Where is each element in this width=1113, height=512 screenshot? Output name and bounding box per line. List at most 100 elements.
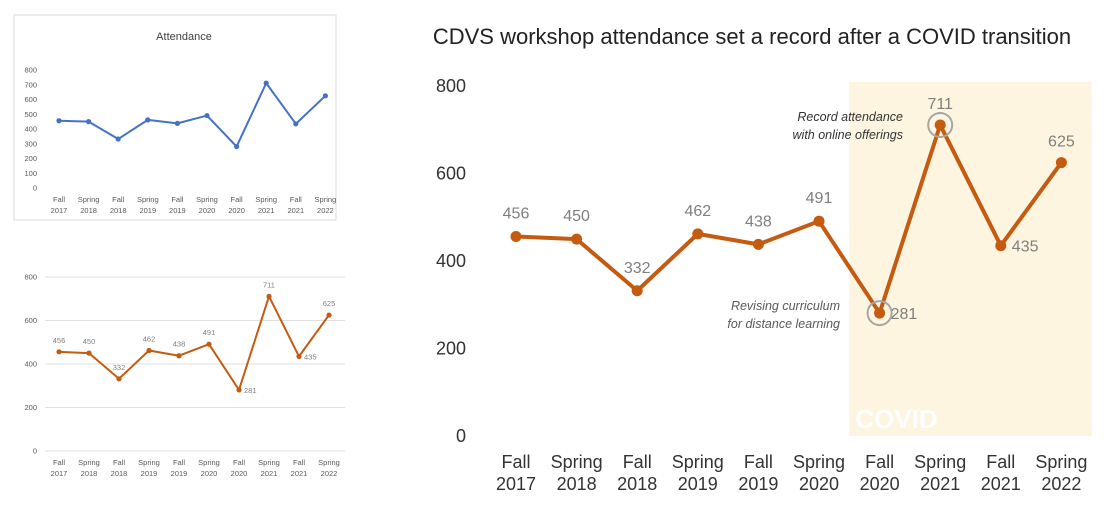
- data-point: [631, 285, 643, 297]
- data-label: 438: [745, 213, 772, 230]
- x-tick-label: Spring: [78, 195, 100, 204]
- annotation-text: Record attendance: [797, 110, 903, 124]
- x-tick-label: 2021: [258, 206, 275, 215]
- data-point: [206, 341, 212, 347]
- x-tick-label: 2021: [287, 206, 304, 215]
- x-tick-label: Spring: [551, 452, 603, 472]
- data-label: 711: [263, 280, 275, 289]
- data-label: 491: [806, 190, 833, 207]
- y-tick-label: 300: [24, 139, 37, 148]
- annotation-text: with online offerings: [793, 128, 903, 142]
- x-tick-label: 2021: [920, 474, 960, 494]
- x-tick-label: 2020: [201, 469, 218, 478]
- data-point: [266, 293, 272, 299]
- x-tick-label: 2019: [738, 474, 778, 494]
- x-tick-label: 2020: [231, 469, 248, 478]
- annotation-text: for distance learning: [727, 317, 840, 331]
- x-tick-label: Spring: [914, 452, 966, 472]
- data-point: [296, 353, 302, 359]
- x-tick-label: 2019: [169, 206, 186, 215]
- x-tick-label: Fall: [53, 458, 65, 467]
- x-tick-label: 2019: [141, 469, 158, 478]
- y-tick-label: 200: [24, 154, 37, 163]
- x-tick-label: Spring: [138, 458, 160, 467]
- x-tick-label: Spring: [318, 458, 340, 467]
- x-tick-label: 2019: [139, 206, 156, 215]
- x-tick-label: Fall: [865, 452, 894, 472]
- x-tick-label: 2022: [1041, 474, 1081, 494]
- annotation-text: Revising curriculum: [731, 299, 840, 313]
- x-tick-label: 2018: [80, 206, 97, 215]
- data-label: 438: [173, 340, 186, 349]
- series-line: [58, 82, 327, 148]
- data-point: [204, 112, 210, 119]
- y-tick-label: 600: [24, 95, 37, 104]
- x-tick-label: 2021: [261, 469, 278, 478]
- x-tick-label: Spring: [137, 195, 159, 204]
- data-label: 711: [927, 96, 953, 113]
- y-tick-label: 600: [24, 316, 37, 325]
- data-label: 625: [1048, 134, 1075, 151]
- x-tick-label: 2018: [557, 474, 597, 494]
- data-point: [263, 80, 269, 86]
- x-tick-label: 2021: [981, 474, 1021, 494]
- x-tick-label: Fall: [986, 452, 1015, 472]
- covid-region-label: COVID: [855, 404, 937, 434]
- data-label: 462: [143, 335, 156, 344]
- chart-title: Attendance: [156, 31, 212, 43]
- x-tick-label: Spring: [255, 195, 277, 204]
- y-tick-label: 500: [24, 110, 37, 119]
- data-point: [293, 121, 299, 127]
- data-label: 332: [113, 363, 126, 372]
- x-tick-label: 2017: [51, 469, 68, 478]
- x-tick-label: 2019: [171, 469, 188, 478]
- x-tick-label: Fall: [744, 452, 773, 472]
- data-point: [145, 117, 151, 123]
- data-label: 456: [503, 206, 530, 223]
- data-point: [86, 350, 92, 356]
- chart-border: [13, 14, 337, 221]
- y-tick-label: 400: [24, 125, 37, 134]
- data-point: [146, 347, 152, 354]
- x-tick-label: 2018: [111, 469, 128, 478]
- data-point: [813, 215, 825, 227]
- data-point: [116, 376, 122, 382]
- y-tick-label: 400: [436, 251, 466, 271]
- data-point: [874, 307, 886, 319]
- x-tick-label: Spring: [793, 452, 845, 472]
- x-tick-label: 2021: [291, 469, 308, 478]
- data-label: 456: [53, 336, 66, 345]
- data-point: [510, 231, 522, 242]
- data-label: 332: [624, 260, 651, 277]
- x-tick-label: Fall: [112, 195, 124, 204]
- chart-title: CDVS workshop attendance set a record af…: [433, 24, 1071, 49]
- x-tick-label: Fall: [231, 195, 243, 204]
- data-point: [934, 119, 946, 131]
- x-tick-label: 2018: [617, 474, 657, 494]
- data-point: [86, 119, 92, 125]
- x-tick-label: Fall: [501, 452, 530, 472]
- data-label: 450: [563, 208, 590, 225]
- data-label: 491: [203, 328, 216, 337]
- data-point: [176, 353, 182, 359]
- data-point: [234, 143, 240, 150]
- y-tick-label: 0: [33, 184, 37, 193]
- x-tick-label: Spring: [78, 458, 100, 467]
- y-tick-label: 200: [436, 339, 466, 359]
- data-label: 462: [684, 203, 711, 220]
- low-highlight-circle: [866, 300, 893, 327]
- x-tick-label: Spring: [1035, 452, 1087, 472]
- data-point: [56, 349, 62, 355]
- x-tick-label: 2019: [678, 474, 718, 494]
- y-tick-label: 800: [436, 76, 466, 96]
- x-tick-label: 2018: [81, 469, 98, 478]
- x-tick-label: 2022: [317, 206, 334, 215]
- x-tick-label: Spring: [258, 458, 280, 467]
- y-tick-label: 100: [24, 169, 37, 178]
- x-tick-label: Fall: [171, 195, 183, 204]
- x-tick-label: 2022: [321, 469, 338, 478]
- data-point: [236, 387, 242, 393]
- x-tick-label: 2017: [51, 206, 68, 215]
